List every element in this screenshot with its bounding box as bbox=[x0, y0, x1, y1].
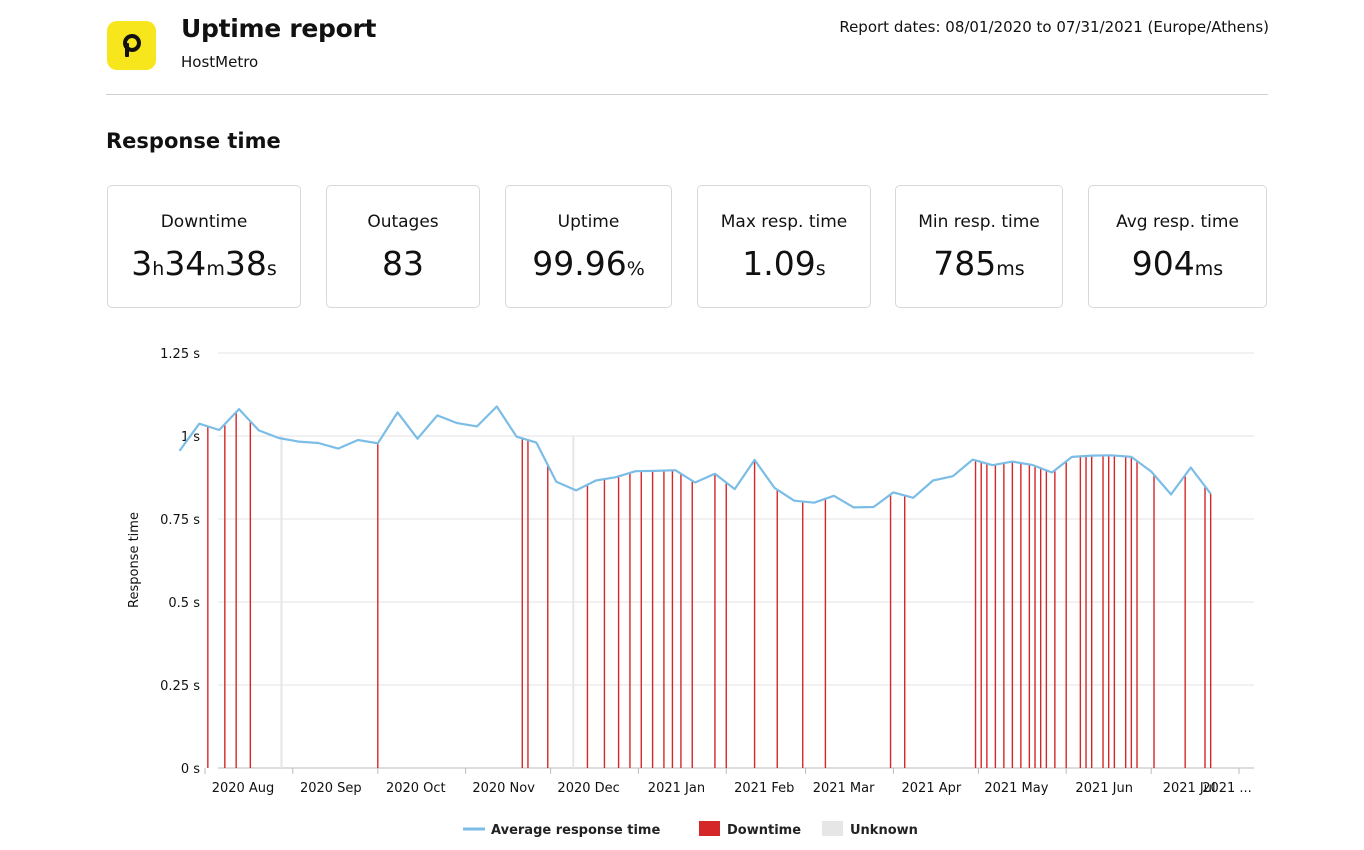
stat-value: 83 bbox=[327, 244, 479, 283]
logo-p-icon bbox=[122, 33, 141, 57]
header-divider bbox=[106, 94, 1268, 95]
stat-number: 785 bbox=[933, 244, 997, 283]
stat-label: Downtime bbox=[160, 212, 248, 232]
stat-unit: m bbox=[206, 258, 225, 280]
stat-card-uptime: Uptime 99.96% bbox=[505, 185, 672, 308]
stat-label: Uptime bbox=[557, 212, 620, 232]
section-title: Response time bbox=[106, 129, 281, 153]
stat-value: 904ms bbox=[1089, 244, 1266, 283]
x-tick-label: 2020 Nov bbox=[472, 781, 535, 796]
stat-card-min-resp: Min resp. time 785ms bbox=[895, 185, 1063, 308]
report-dates: Report dates: 08/01/2020 to 07/31/2021 (… bbox=[839, 18, 1269, 36]
stat-card-downtime: Downtime 3h34m38s bbox=[107, 185, 301, 308]
stat-value: 99.96% bbox=[506, 244, 671, 283]
stat-label: Outages bbox=[367, 212, 439, 232]
stat-unit: % bbox=[626, 258, 645, 280]
legend-label: Average response time bbox=[491, 823, 660, 838]
report-title: Uptime report bbox=[181, 14, 377, 43]
x-tick-label: 2021 May bbox=[984, 781, 1048, 796]
stat-number: 83 bbox=[382, 244, 424, 283]
y-tick-label: 0.25 s bbox=[160, 679, 200, 694]
x-tick-label: 2020 Dec bbox=[557, 781, 619, 796]
stat-value: 1.09s bbox=[698, 244, 870, 283]
stat-number: 904 bbox=[1131, 244, 1195, 283]
y-tick-label: 0 s bbox=[181, 762, 200, 777]
legend-unknown-swatch bbox=[822, 821, 843, 836]
x-tick-label: 2021 Jun bbox=[1075, 781, 1133, 796]
series-line-average-response-time bbox=[178, 405, 1212, 509]
stat-value: 785ms bbox=[896, 244, 1062, 283]
x-tick-label: 2021 Jan bbox=[648, 781, 705, 796]
legend-label: Downtime bbox=[727, 823, 801, 838]
x-tick-label: 2021 Jul bbox=[1163, 781, 1216, 796]
stat-unit: s bbox=[266, 258, 277, 280]
stat-number: 99.96 bbox=[532, 244, 627, 283]
stat-number: 3 bbox=[131, 244, 153, 283]
stat-number: 38 bbox=[224, 244, 267, 283]
y-tick-label: 0.75 s bbox=[160, 513, 200, 528]
stat-card-outages: Outages 83 bbox=[326, 185, 480, 308]
x-tick-label: 2020 Sep bbox=[300, 781, 362, 796]
y-tick-label: 0.5 s bbox=[168, 596, 200, 611]
y-axis-label: Response time bbox=[127, 512, 142, 608]
stat-label: Avg resp. time bbox=[1116, 212, 1239, 232]
x-tick-label: 2021 ... bbox=[1202, 781, 1252, 796]
stat-unit: ms bbox=[1194, 258, 1224, 280]
x-tick-label: 2021 Mar bbox=[813, 781, 875, 796]
x-tick-label: 2020 Oct bbox=[386, 781, 446, 796]
stat-label: Min resp. time bbox=[918, 212, 1040, 232]
report-subtitle: HostMetro bbox=[181, 53, 259, 71]
legend-label: Unknown bbox=[850, 823, 918, 838]
stat-number: 1.09 bbox=[742, 244, 816, 283]
stat-unit: ms bbox=[996, 258, 1025, 280]
stat-card-max-resp: Max resp. time 1.09s bbox=[697, 185, 871, 308]
legend-downtime-swatch bbox=[699, 821, 720, 836]
stat-unit: h bbox=[152, 258, 165, 280]
x-tick-label: 2021 Apr bbox=[902, 781, 962, 796]
x-tick-label: 2021 Feb bbox=[734, 781, 794, 796]
stat-label: Max resp. time bbox=[720, 212, 848, 232]
stat-number: 34 bbox=[164, 244, 207, 283]
y-tick-label: 1.25 s bbox=[160, 347, 200, 362]
app-logo bbox=[107, 21, 156, 70]
stat-value: 3h34m38s bbox=[108, 244, 300, 283]
x-tick-label: 2020 Aug bbox=[212, 781, 275, 796]
stat-unit: s bbox=[815, 258, 826, 280]
stat-card-avg-resp: Avg resp. time 904ms bbox=[1088, 185, 1267, 308]
